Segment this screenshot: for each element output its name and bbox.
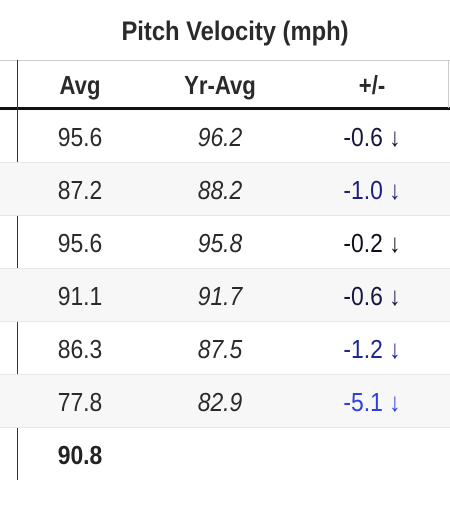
diff-arrow: ↓ [389, 334, 401, 364]
diff-value: -5.1 [343, 387, 383, 417]
avg-cell: 86.3 [57, 334, 103, 364]
column-header: Avg [59, 70, 101, 100]
row-band [0, 163, 450, 215]
row-separator [0, 162, 450, 163]
avg-cell: 91.1 [57, 281, 103, 311]
row-separator [0, 268, 450, 269]
diff-arrow: ↓ [389, 228, 401, 258]
diff-value: -1.2 [343, 334, 383, 364]
yr-avg-cell: 96.2 [197, 122, 243, 152]
diff-arrow: ↓ [389, 122, 401, 152]
diff-cell: -0.6 ↓ [302, 122, 443, 153]
yr-avg-cell: 87.5 [197, 334, 243, 364]
row-band [0, 375, 450, 427]
row-separator [0, 374, 450, 375]
row-separator [0, 427, 450, 428]
summary-avg: 90.8 [57, 440, 103, 470]
column-header: Yr-Avg [184, 70, 256, 100]
yr-avg-cell: 95.8 [197, 228, 243, 258]
row-separator [0, 321, 450, 322]
avg-cell: 95.6 [57, 122, 103, 152]
diff-cell: -1.2 ↓ [302, 334, 443, 365]
diff-arrow: ↓ [389, 281, 401, 311]
diff-cell: -0.2 ↓ [302, 228, 443, 259]
diff-value: -1.0 [343, 175, 383, 205]
column-header: +/- [358, 70, 386, 100]
diff-arrow: ↓ [389, 387, 401, 417]
header-top-border [0, 60, 450, 61]
diff-value: -0.6 [343, 122, 383, 152]
table-title: Pitch Velocity (mph) [121, 16, 349, 46]
diff-arrow: ↓ [389, 175, 401, 205]
yr-avg-cell: 88.2 [197, 175, 243, 205]
diff-value: -0.6 [343, 281, 383, 311]
header-bottom-border [0, 107, 450, 110]
avg-cell: 87.2 [57, 175, 103, 205]
right-border [448, 60, 449, 108]
yr-avg-cell: 82.9 [197, 387, 243, 417]
yr-avg-cell: 91.7 [197, 281, 243, 311]
avg-cell: 77.8 [57, 387, 103, 417]
row-band [0, 269, 450, 321]
row-separator [0, 215, 450, 216]
diff-value: -0.2 [343, 228, 383, 258]
diff-cell: -5.1 ↓ [302, 387, 443, 418]
diff-cell: -1.0 ↓ [302, 175, 443, 206]
avg-cell: 95.6 [57, 228, 103, 258]
diff-cell: -0.6 ↓ [302, 281, 443, 312]
